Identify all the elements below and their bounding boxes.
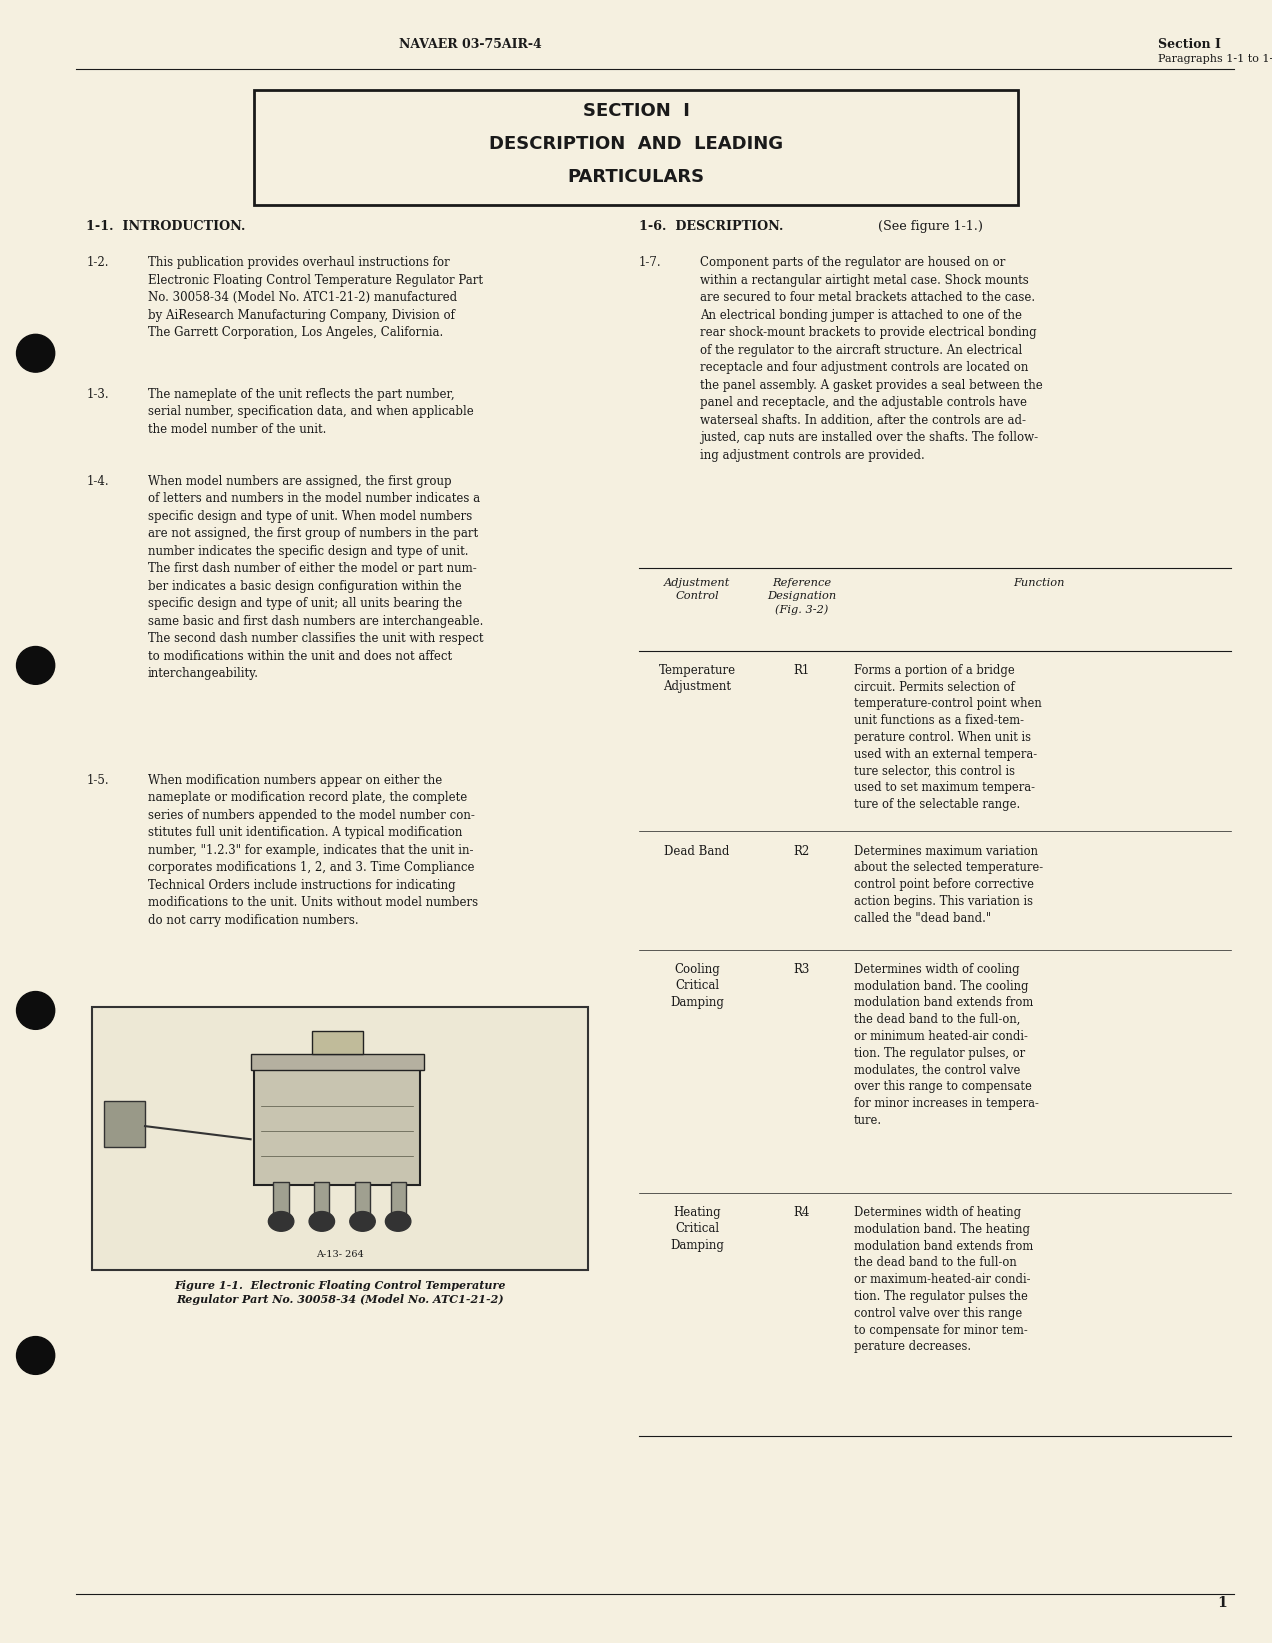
Text: Determines width of cooling
modulation band. The cooling
modulation band extends: Determines width of cooling modulation b… (854, 963, 1038, 1127)
Bar (104, 1101, 145, 1147)
Text: DESCRIPTION  AND  LEADING: DESCRIPTION AND LEADING (488, 135, 784, 153)
Text: 1-5.: 1-5. (86, 774, 109, 787)
Ellipse shape (309, 1211, 335, 1231)
Text: A-13- 264: A-13- 264 (315, 1250, 364, 1259)
Text: R3: R3 (794, 963, 809, 976)
Text: This publication provides overhaul instructions for
Electronic Floating Control : This publication provides overhaul instr… (148, 256, 482, 340)
Text: R4: R4 (794, 1206, 809, 1219)
Text: 1: 1 (1217, 1595, 1227, 1610)
Text: 1-6.  DESCRIPTION.: 1-6. DESCRIPTION. (639, 220, 784, 233)
Text: SECTION  I: SECTION I (583, 102, 689, 120)
Bar (391, 1181, 406, 1214)
Text: 1-4.: 1-4. (86, 475, 109, 488)
Text: Section I: Section I (1158, 38, 1220, 51)
Text: Figure 1-1.  Electronic Floating Control Temperature
Regulator Part No. 30058-34: Figure 1-1. Electronic Floating Control … (174, 1280, 505, 1306)
Text: R2: R2 (794, 845, 809, 858)
Text: Heating
Critical
Damping: Heating Critical Damping (670, 1206, 724, 1252)
Bar (273, 1181, 289, 1214)
Text: When model numbers are assigned, the first group
of letters and numbers in the m: When model numbers are assigned, the fir… (148, 475, 483, 680)
Bar (254, 90, 1018, 205)
Bar (251, 1053, 424, 1070)
Text: 1-2.: 1-2. (86, 256, 109, 269)
Bar (92, 1007, 588, 1270)
Text: Cooling
Critical
Damping: Cooling Critical Damping (670, 963, 724, 1009)
Ellipse shape (17, 1337, 55, 1374)
Ellipse shape (350, 1211, 375, 1231)
Text: NAVAER 03-75AIR-4: NAVAER 03-75AIR-4 (399, 38, 542, 51)
Text: When modification numbers appear on either the
nameplate or modification record : When modification numbers appear on eith… (148, 774, 478, 927)
Text: Paragraphs 1-1 to 1-7: Paragraphs 1-1 to 1-7 (1158, 54, 1272, 64)
Text: (See figure 1-1.): (See figure 1-1.) (874, 220, 983, 233)
Text: Component parts of the regulator are housed on or
within a rectangular airtight : Component parts of the regulator are hou… (700, 256, 1042, 462)
Bar (355, 1181, 370, 1214)
Text: R1: R1 (794, 664, 809, 677)
Text: Forms a portion of a bridge
circuit. Permits selection of
temperature-control po: Forms a portion of a bridge circuit. Per… (854, 664, 1042, 812)
Ellipse shape (385, 1211, 411, 1231)
Bar (254, 1060, 420, 1185)
Ellipse shape (268, 1211, 294, 1231)
Ellipse shape (17, 647, 55, 683)
Text: Function: Function (1014, 578, 1065, 588)
Text: Adjustment
Control: Adjustment Control (664, 578, 730, 601)
Text: 1-1.  INTRODUCTION.: 1-1. INTRODUCTION. (86, 220, 245, 233)
Ellipse shape (17, 334, 55, 373)
Text: PARTICULARS: PARTICULARS (567, 168, 705, 186)
Text: Determines width of heating
modulation band. The heating
modulation band extends: Determines width of heating modulation b… (854, 1206, 1033, 1354)
Bar (312, 1030, 363, 1053)
Text: Temperature
Adjustment: Temperature Adjustment (659, 664, 735, 693)
Text: The nameplate of the unit reflects the part number,
serial number, specification: The nameplate of the unit reflects the p… (148, 388, 473, 435)
Bar (314, 1181, 329, 1214)
Text: 1-3.: 1-3. (86, 388, 109, 401)
Ellipse shape (17, 991, 55, 1029)
Text: 1-7.: 1-7. (639, 256, 661, 269)
Text: Determines maximum variation
about the selected temperature-
control point befor: Determines maximum variation about the s… (854, 845, 1043, 925)
Text: Dead Band: Dead Band (664, 845, 730, 858)
Text: Reference
Designation
(Fig. 3-2): Reference Designation (Fig. 3-2) (767, 578, 836, 614)
